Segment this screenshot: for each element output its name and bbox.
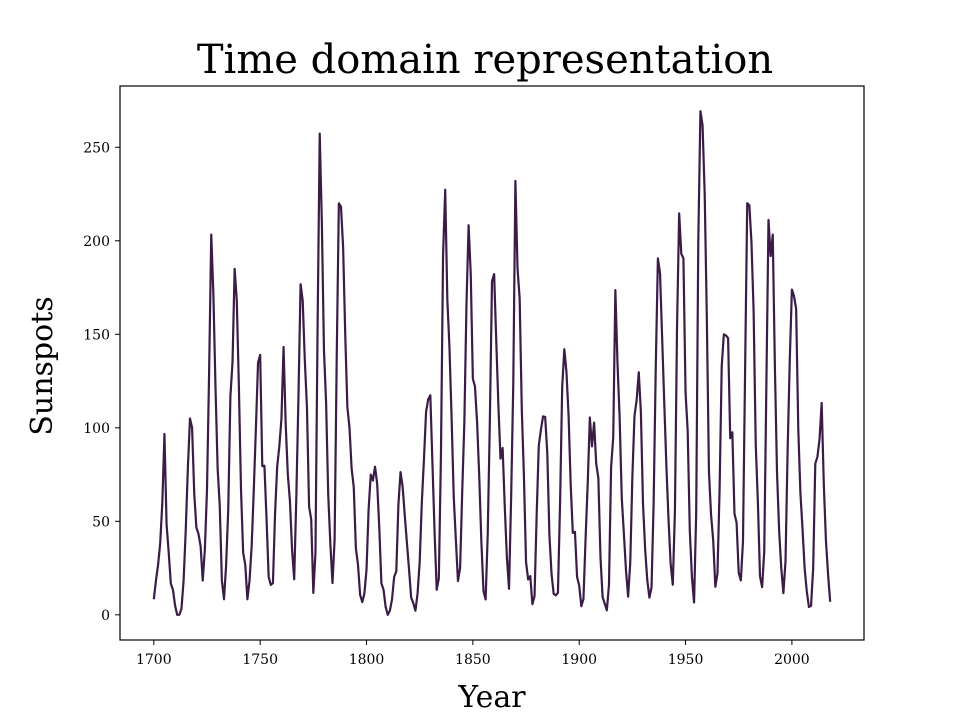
y-tick-label: 100 xyxy=(83,421,110,437)
plot-frame xyxy=(119,85,865,641)
x-tick-label: 1700 xyxy=(136,652,172,668)
x-tick-label: 1800 xyxy=(349,652,385,668)
y-tick-label: 0 xyxy=(101,608,110,624)
x-tick-label: 1850 xyxy=(455,652,491,668)
y-tick-label: 250 xyxy=(83,140,110,156)
data-line xyxy=(152,110,832,616)
y-tick-label: 150 xyxy=(83,327,110,343)
y-axis-label: Sunspots xyxy=(25,296,60,435)
x-tick-label: 1950 xyxy=(668,652,704,668)
y-tick-label: 50 xyxy=(92,514,110,530)
y-tick-label: 200 xyxy=(83,234,110,250)
x-tick-label: 2000 xyxy=(774,652,810,668)
x-axis-label: Year xyxy=(457,680,526,715)
x-tick-label: 1900 xyxy=(561,652,597,668)
x-tick-label: 1750 xyxy=(242,652,278,668)
chart-title: Time domain representation xyxy=(197,37,773,83)
